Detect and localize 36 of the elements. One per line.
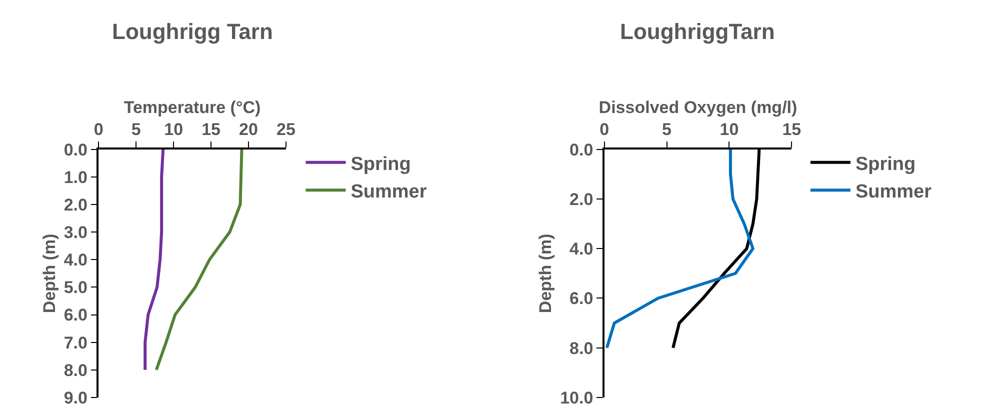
x-tick-label: 10 [720, 120, 739, 139]
y-tick-label: 6.0 [64, 306, 88, 325]
x-tick-label: 5 [131, 120, 141, 139]
y-tick-label: 8.0 [570, 338, 594, 358]
x-tick-label: 0 [94, 120, 104, 139]
x-axis-title: Dissolved Oxygen (mg/l) [598, 98, 798, 117]
legend-label: Spring [350, 154, 411, 175]
y-tick-label: 7.0 [64, 333, 88, 352]
y-tick-label: 1.0 [64, 168, 88, 187]
y-axis-title: Depth (m) [536, 234, 556, 314]
y-tick-label: 4.0 [570, 240, 594, 259]
x-tick-label: 5 [662, 120, 672, 139]
x-axis-title: Temperature (°C) [124, 98, 261, 117]
y-tick-label: 4.0 [64, 250, 88, 270]
y-tick-label: 2.0 [570, 190, 594, 209]
x-tick-label: 20 [239, 120, 258, 139]
x-tick-label: 10 [164, 120, 184, 139]
legend-label: Spring [855, 154, 916, 175]
y-tick-label: 0.0 [570, 140, 594, 160]
x-tick-label: 25 [276, 120, 296, 139]
chart-title: Loughrigg Tarn [112, 19, 273, 44]
y-tick-label: 2.0 [64, 195, 88, 214]
x-tick-label: 15 [202, 120, 220, 139]
y-tick-label: 9.0 [64, 388, 88, 408]
y-tick-label: 5.0 [64, 278, 88, 298]
y-tick-label: 8.0 [64, 360, 88, 380]
chart-title: LoughriggTarn [620, 19, 775, 44]
y-tick-label: 10.0 [560, 388, 594, 408]
legend-label: Summer [350, 182, 428, 203]
y-tick-label: 6.0 [570, 289, 594, 308]
x-tick-label: 15 [782, 120, 802, 139]
legend-label: Summer [855, 182, 932, 203]
x-tick-label: 0 [600, 120, 610, 139]
y-axis-title: Depth (m) [40, 234, 59, 314]
y-tick-label: 0.0 [64, 140, 88, 160]
y-tick-label: 3.0 [64, 223, 88, 242]
